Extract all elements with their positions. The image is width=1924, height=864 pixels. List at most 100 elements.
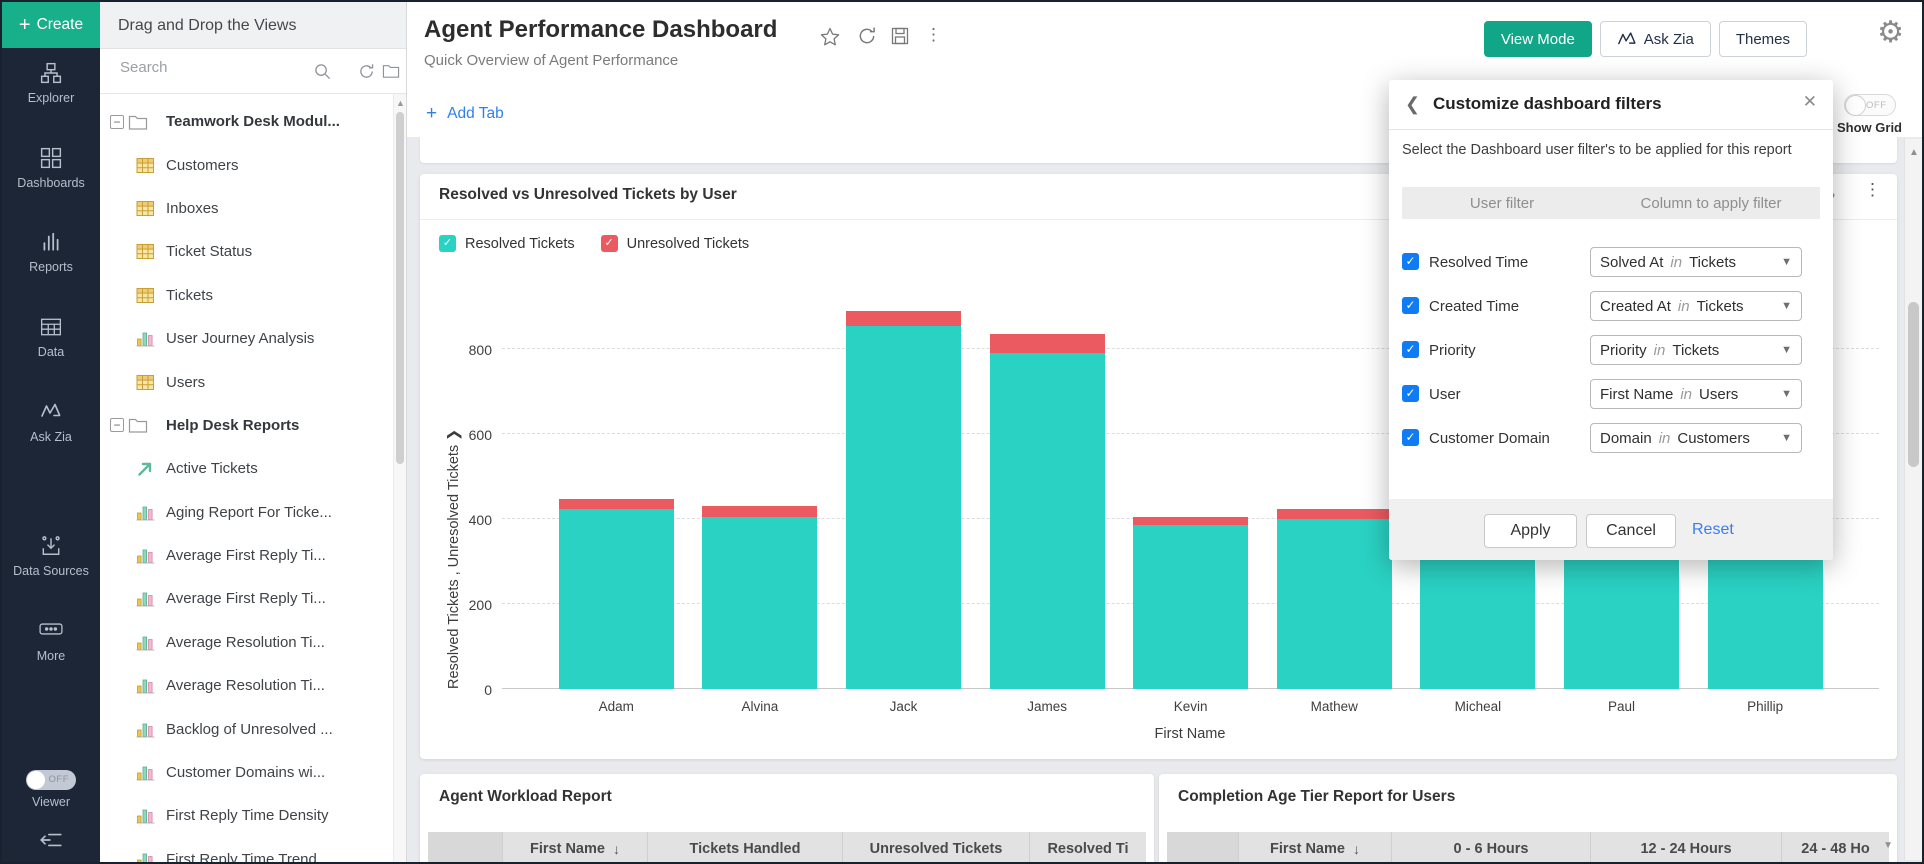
- tree-item[interactable]: Average First Reply Ti...: [100, 577, 393, 620]
- back-chevron-icon[interactable]: ❮: [1405, 94, 1421, 114]
- column-select-dropdown[interactable]: Solved At in Tickets ▼: [1590, 247, 1802, 277]
- scrollbar-thumb[interactable]: [396, 112, 404, 464]
- column-header[interactable]: Tickets Handled: [647, 832, 842, 862]
- rail-item-data[interactable]: Data: [2, 316, 100, 361]
- unresolved-segment[interactable]: [702, 506, 818, 517]
- collapse-minus-icon[interactable]: −: [110, 418, 124, 433]
- rail-item-more[interactable]: More: [2, 620, 100, 665]
- legend-checkbox-icon[interactable]: ✓: [600, 235, 618, 252]
- tree-item[interactable]: Users: [100, 360, 393, 403]
- tree-item[interactable]: First Reply Time Trend: [100, 838, 393, 862]
- unresolved-segment[interactable]: [1133, 516, 1249, 526]
- favorite-star-icon[interactable]: [819, 26, 841, 53]
- resolved-segment[interactable]: [558, 509, 674, 689]
- tree-item[interactable]: Backlog of Unresolved ...: [100, 707, 393, 750]
- checked-checkbox[interactable]: ✓: [1402, 341, 1419, 358]
- tree-item[interactable]: Customer Domains wi...: [100, 751, 393, 794]
- refresh-dashboard-icon[interactable]: [857, 26, 877, 51]
- tree-item[interactable]: Average First Reply Ti...: [100, 534, 393, 577]
- collapse-sidebar-icon[interactable]: [2, 831, 100, 854]
- show-grid-toggle[interactable]: OFF: [1843, 94, 1896, 116]
- tree-item[interactable]: Customers: [100, 143, 393, 186]
- tree-item[interactable]: User Journey Analysis: [100, 317, 393, 360]
- sort-descending-icon[interactable]: ↓: [1352, 841, 1360, 857]
- unresolved-segment[interactable]: [558, 498, 674, 510]
- resolved-segment[interactable]: [702, 516, 818, 689]
- add-tab-button[interactable]: + Add Tab: [426, 103, 504, 124]
- legend-item[interactable]: ✓ Unresolved Tickets: [600, 235, 749, 252]
- title-kebab-menu-icon[interactable]: ⋮: [925, 25, 942, 44]
- tree-item[interactable]: Aging Report For Ticke...: [100, 491, 393, 534]
- view-mode-button[interactable]: View Mode: [1483, 21, 1592, 57]
- scroll-down-icon[interactable]: ▼: [1883, 840, 1893, 851]
- apply-button[interactable]: Apply: [1484, 514, 1577, 548]
- column-select-dropdown[interactable]: Domain in Customers ▼: [1590, 423, 1802, 453]
- column-select-dropdown[interactable]: Created At in Tickets ▼: [1590, 291, 1802, 321]
- rail-item-reports[interactable]: Reports: [2, 231, 100, 276]
- chart-kebab-menu-icon[interactable]: ⋮: [1864, 180, 1881, 199]
- rail-item-dashboards[interactable]: Dashboards: [2, 147, 100, 192]
- rail-item-explorer[interactable]: Explorer: [2, 62, 100, 107]
- bar-kevin[interactable]: [1133, 516, 1249, 689]
- resolved-segment[interactable]: [1276, 519, 1392, 689]
- tree-item[interactable]: First Reply Time Density: [100, 794, 393, 837]
- column-select-dropdown[interactable]: First Name in Users ▼: [1590, 379, 1802, 409]
- save-icon[interactable]: [890, 26, 910, 51]
- close-icon[interactable]: ✕: [1802, 92, 1817, 111]
- checked-checkbox[interactable]: ✓: [1402, 385, 1419, 402]
- tree-item[interactable]: Tickets: [100, 274, 393, 317]
- resolved-segment[interactable]: [1133, 525, 1249, 689]
- bar-mathew[interactable]: [1276, 508, 1392, 689]
- bar-james[interactable]: [989, 334, 1105, 689]
- bar-adam[interactable]: [558, 498, 674, 689]
- unresolved-segment[interactable]: [846, 310, 961, 326]
- checked-checkbox[interactable]: ✓: [1402, 429, 1419, 446]
- legend-checkbox-icon[interactable]: ✓: [439, 235, 456, 252]
- column-header[interactable]: 12 - 24 Hours: [1590, 832, 1781, 862]
- tree-item[interactable]: Active Tickets: [100, 447, 393, 490]
- views-scrollbar[interactable]: ▲: [393, 94, 406, 862]
- scroll-up-icon[interactable]: ▲: [1909, 147, 1919, 158]
- unresolved-segment[interactable]: [989, 334, 1105, 354]
- scrollbar-thumb[interactable]: [1908, 302, 1919, 467]
- main-scrollbar[interactable]: ▲: [1904, 139, 1922, 860]
- checked-checkbox[interactable]: ✓: [1402, 253, 1419, 270]
- legend-item[interactable]: ✓ Resolved Tickets: [439, 235, 575, 252]
- column-header[interactable]: First Name ↓: [502, 832, 647, 862]
- tree-item[interactable]: Ticket Status: [100, 230, 393, 273]
- column-header[interactable]: 0 - 6 Hours: [1391, 832, 1590, 862]
- scroll-up-icon[interactable]: ▲: [396, 98, 405, 108]
- tree-item[interactable]: Average Resolution Ti...: [100, 664, 393, 707]
- resolved-segment[interactable]: [989, 353, 1105, 689]
- tree-item[interactable]: Inboxes: [100, 187, 393, 230]
- create-button[interactable]: + Create: [2, 2, 100, 48]
- column-header[interactable]: First Name ↓: [1238, 832, 1391, 862]
- sort-descending-icon[interactable]: ↓: [612, 841, 620, 857]
- column-header-label: Tickets Handled: [689, 841, 801, 857]
- bar-alvina[interactable]: [702, 506, 818, 689]
- tree-item[interactable]: − Teamwork Desk Modul...: [100, 100, 393, 143]
- column-header[interactable]: 24 - 48 Ho: [1781, 832, 1889, 862]
- settings-gear-icon[interactable]: ⚙: [1877, 16, 1904, 49]
- refresh-views-icon[interactable]: [358, 63, 375, 85]
- unresolved-segment[interactable]: [1276, 508, 1392, 519]
- resolved-segment[interactable]: [846, 325, 961, 689]
- themes-button[interactable]: Themes: [1718, 21, 1807, 57]
- bar-jack[interactable]: [846, 310, 961, 689]
- rail-item-ask-zia[interactable]: Ask Zia: [2, 401, 100, 446]
- reset-link[interactable]: Reset: [1692, 521, 1734, 538]
- search-input[interactable]: [120, 59, 310, 76]
- column-header[interactable]: Resolved Ti: [1029, 832, 1146, 862]
- column-select-dropdown[interactable]: Priority in Tickets ▼: [1590, 335, 1802, 365]
- folder-view-icon[interactable]: [382, 63, 400, 84]
- checked-checkbox[interactable]: ✓: [1402, 297, 1419, 314]
- viewer-toggle[interactable]: OFF: [26, 770, 76, 790]
- search-icon[interactable]: [314, 63, 331, 85]
- ask-zia-button[interactable]: Ask Zia: [1599, 21, 1711, 57]
- collapse-minus-icon[interactable]: −: [110, 114, 124, 129]
- cancel-button[interactable]: Cancel: [1586, 514, 1676, 548]
- tree-item[interactable]: Average Resolution Ti...: [100, 621, 393, 664]
- rail-item-data-sources[interactable]: Data Sources: [2, 535, 100, 580]
- column-header[interactable]: Unresolved Tickets: [842, 832, 1029, 862]
- tree-item[interactable]: − Help Desk Reports: [100, 404, 393, 447]
